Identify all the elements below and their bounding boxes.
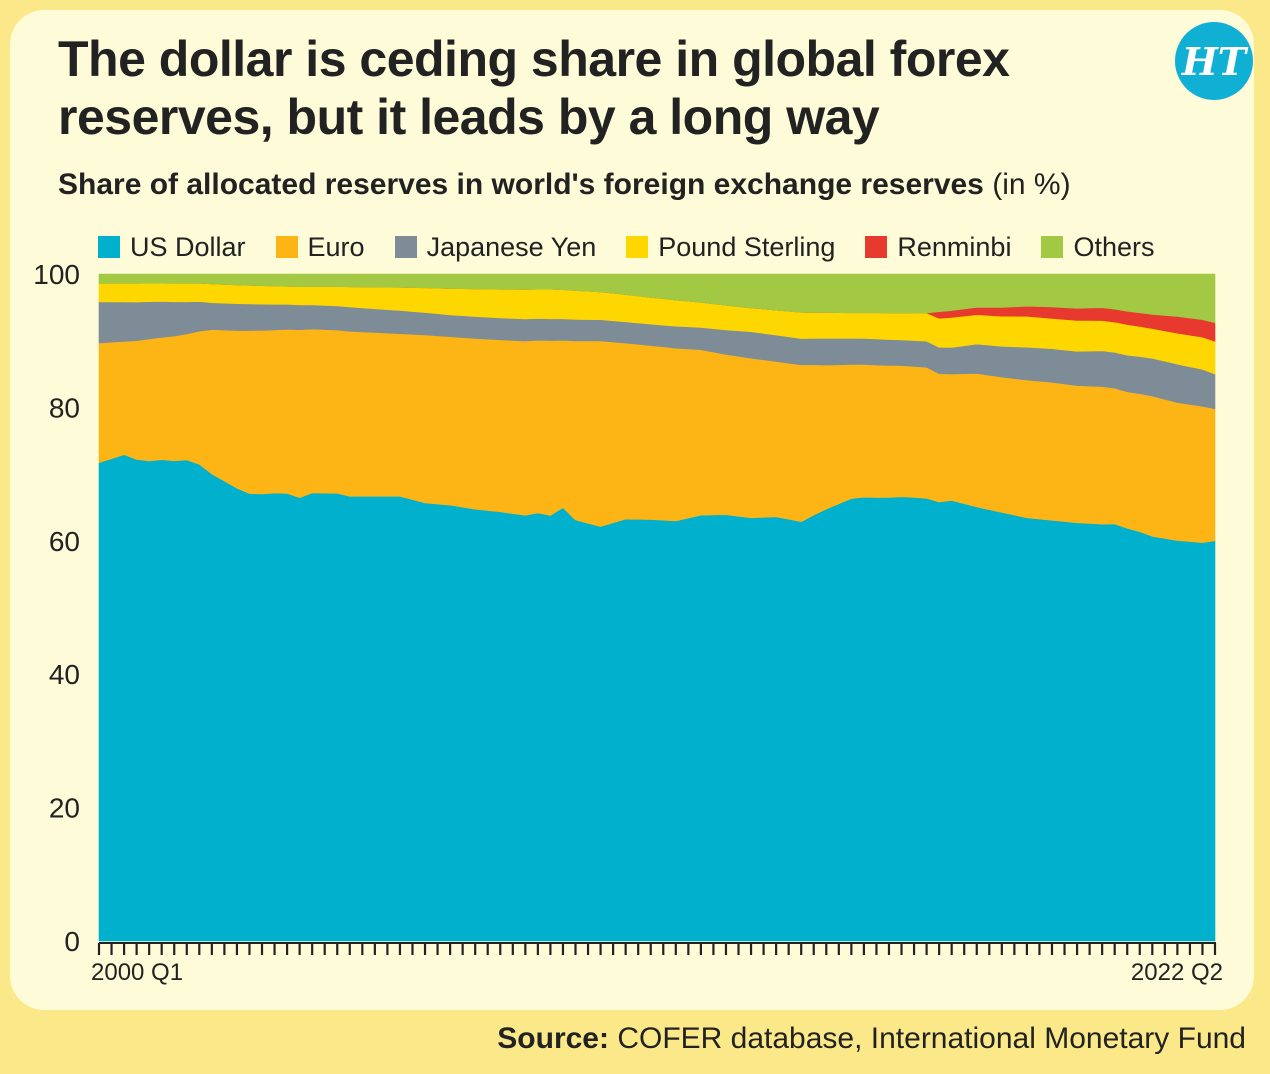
legend-swatch-euro (275, 236, 298, 258)
legend-item-us-dollar: US Dollar (98, 232, 246, 263)
chart-subtitle: Share of allocated reserves in world's f… (58, 168, 1071, 202)
ht-logo: HT (1175, 22, 1253, 100)
y-tick-label-80: 80 (49, 392, 80, 423)
area-others (98, 273, 1216, 324)
chart-legend: US Dollar Euro Japanese Yen Pound Sterling R… (98, 230, 1184, 264)
legend-label-renminbi: Renminbi (897, 231, 1012, 262)
y-tick-label-20: 20 (49, 793, 80, 824)
legend-swatch-us-dollar (98, 236, 120, 258)
legend-swatch-japanese-yen (394, 236, 417, 258)
legend-swatch-pound-sterling (626, 236, 649, 258)
legend-label-euro: Euro (307, 231, 365, 262)
area-us-dollar (98, 454, 1216, 942)
source-text: COFER database, International Monetary F… (617, 1022, 1246, 1055)
y-tick-label-60: 60 (49, 526, 80, 557)
y-tick-label-100: 100 (33, 259, 80, 290)
legend-item-pound-sterling: Pound Sterling (626, 232, 835, 263)
chart-title: The dollar is ceding share in global for… (58, 31, 1010, 145)
subtitle-text: Share of allocated reserves in world's f… (58, 168, 984, 201)
x-tick-label-start: 2000 Q1 (91, 959, 183, 986)
legend-label-pound-sterling: Pound Sterling (658, 231, 836, 262)
legend-label-us-dollar: US Dollar (130, 231, 246, 262)
legend-item-renminbi: Renminbi (865, 232, 1011, 263)
legend-swatch-renminbi (865, 236, 888, 258)
legend-swatch-others (1041, 236, 1064, 258)
legend-item-japanese-yen: Japanese Yen (394, 231, 597, 263)
ht-logo-text: HT (1181, 38, 1247, 84)
source-note: Source: COFER database, International Mo… (497, 1022, 1246, 1056)
source-label: Source: (497, 1022, 609, 1055)
y-tick-label-40: 40 (49, 659, 80, 690)
x-tick-label-end: 2022 Q2 (1131, 959, 1223, 986)
legend-label-japanese-yen: Japanese Yen (426, 231, 597, 262)
y-tick-label-0: 0 (64, 926, 80, 957)
legend-item-euro: Euro (275, 231, 365, 263)
legend-item-others: Others (1041, 232, 1154, 263)
subtitle-unit: (in %) (992, 168, 1071, 201)
legend-label-others: Others (1073, 231, 1155, 262)
